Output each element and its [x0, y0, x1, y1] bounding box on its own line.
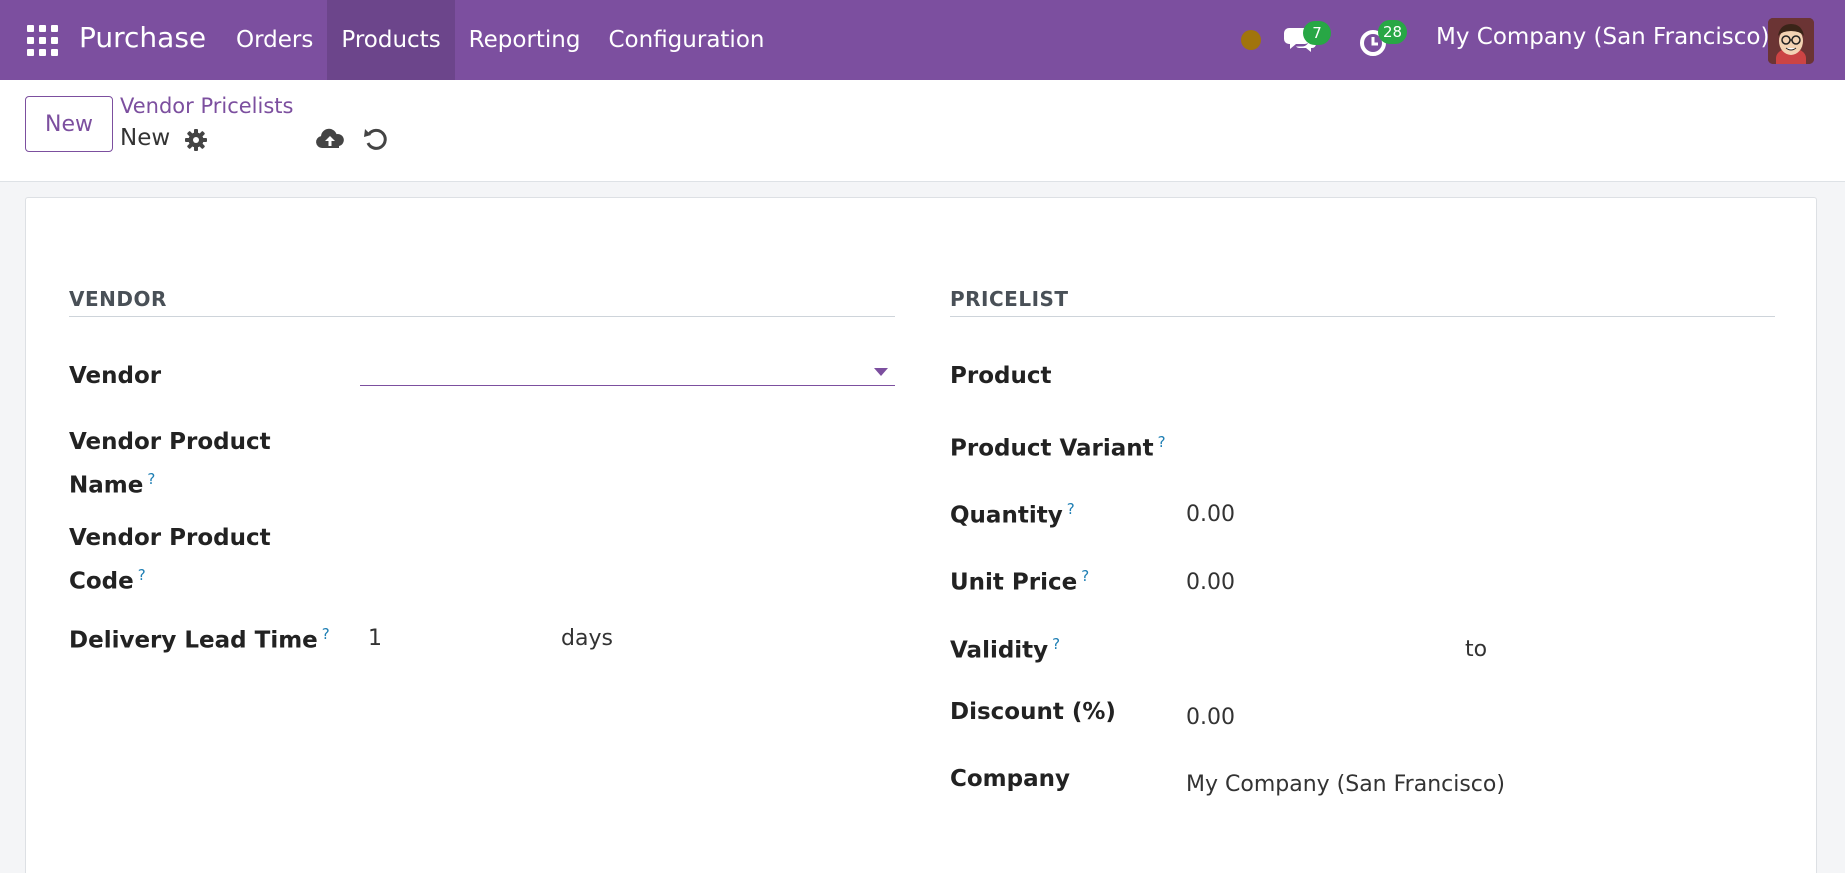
quantity-label: Quantity? — [950, 491, 1075, 535]
main-menu: Orders Products Reporting Configuration — [222, 0, 778, 80]
pricelist-section-title: PRICELIST — [950, 287, 1069, 311]
help-tooltip-icon[interactable]: ? — [137, 566, 146, 584]
discount-label: Discount (%) — [950, 699, 1116, 725]
vendor-product-name-label: Vendor Product Name? — [69, 424, 271, 505]
company-switcher[interactable]: My Company (San Francisco) — [1436, 24, 1770, 50]
company-input[interactable]: My Company (San Francisco) — [1186, 772, 1505, 797]
discard-changes-button[interactable] — [363, 124, 391, 154]
validity-start-date-input[interactable] — [1186, 630, 1456, 668]
app-menu-grid-icon[interactable] — [27, 25, 58, 56]
product-label: Product — [950, 363, 1052, 389]
delivery-lead-time-label: Delivery Lead Time? — [69, 616, 330, 660]
menu-orders[interactable]: Orders — [236, 27, 314, 53]
vendor-label: Vendor — [69, 363, 162, 389]
unit-price-label: Unit Price? — [950, 558, 1089, 602]
messages-button[interactable]: 7 — [1283, 21, 1331, 57]
form-sheet: VENDOR Vendor Vendor Product Name? Vendo… — [25, 197, 1817, 873]
user-avatar[interactable] — [1768, 18, 1814, 64]
vendor-product-code-label-line1: Vendor Product — [69, 525, 271, 551]
discount-input[interactable]: 0.00 — [1186, 705, 1235, 730]
top-navbar: Purchase Orders Products Reporting Confi… — [0, 0, 1845, 80]
control-panel: New Vendor Pricelists New — [0, 80, 1845, 182]
vendor-section-title: VENDOR — [69, 287, 167, 311]
actions-gear-button[interactable] — [184, 128, 208, 152]
vendor-product-name-label-line2: Name — [69, 472, 144, 499]
help-tooltip-icon[interactable]: ? — [1081, 567, 1090, 585]
vendor-product-code-label-line2: Code — [69, 568, 134, 595]
unit-price-input[interactable]: 0.00 — [1186, 570, 1235, 595]
delivery-lead-time-label-text: Delivery Lead Time — [69, 627, 318, 654]
messages-count-badge: 7 — [1303, 21, 1331, 45]
app-brand[interactable]: Purchase — [79, 21, 207, 54]
breadcrumb-vendor-pricelists[interactable]: Vendor Pricelists — [120, 94, 294, 118]
vendor-select-input[interactable] — [360, 348, 895, 386]
quantity-label-text: Quantity — [950, 502, 1063, 529]
unit-price-label-text: Unit Price — [950, 569, 1078, 596]
chevron-down-icon[interactable] — [874, 368, 888, 376]
validity-label-text: Validity — [950, 637, 1049, 664]
company-label: Company — [950, 766, 1070, 792]
delivery-lead-time-input[interactable]: 1 — [368, 626, 382, 651]
presence-status-icon[interactable] — [1241, 30, 1261, 50]
help-tooltip-icon[interactable]: ? — [147, 470, 156, 488]
validity-label: Validity? — [950, 626, 1060, 670]
help-tooltip-icon[interactable]: ? — [1052, 635, 1061, 653]
vendor-section-divider — [69, 316, 895, 317]
menu-reporting[interactable]: Reporting — [468, 27, 581, 53]
undo-icon — [364, 128, 387, 150]
clock-activity-icon — [1360, 30, 1386, 56]
cloud-upload-icon — [316, 128, 344, 148]
validity-end-date-input[interactable] — [1506, 630, 1776, 668]
menu-configuration[interactable]: Configuration — [608, 27, 765, 53]
user-avatar-icon — [1768, 18, 1814, 64]
activities-button[interactable]: 28 — [1359, 20, 1408, 58]
vendor-product-code-label: Vendor Product Code? — [69, 520, 271, 601]
menu-products[interactable]: Products — [327, 0, 455, 80]
product-variant-input[interactable] — [1186, 424, 1776, 462]
vendor-product-code-input[interactable] — [360, 526, 895, 564]
product-variant-label: Product Variant? — [950, 424, 1166, 468]
product-variant-label-text: Product Variant — [950, 435, 1154, 462]
vendor-product-name-label-line1: Vendor Product — [69, 429, 271, 455]
help-tooltip-icon[interactable]: ? — [321, 625, 330, 643]
help-tooltip-icon[interactable]: ? — [1157, 433, 1166, 451]
breadcrumb-current-record: New — [120, 125, 171, 151]
product-input[interactable] — [1186, 356, 1776, 394]
quantity-input[interactable]: 0.00 — [1186, 502, 1235, 527]
validity-to-separator: to — [1465, 637, 1488, 662]
pricelist-section-divider — [950, 316, 1775, 317]
gear-icon — [185, 129, 207, 151]
activities-count-badge: 28 — [1378, 20, 1408, 44]
help-tooltip-icon[interactable]: ? — [1066, 500, 1075, 518]
delivery-lead-time-unit: days — [561, 626, 613, 651]
vendor-product-name-input[interactable] — [360, 430, 895, 468]
save-cloud-button[interactable] — [315, 124, 345, 154]
new-record-button[interactable]: New — [25, 96, 113, 152]
